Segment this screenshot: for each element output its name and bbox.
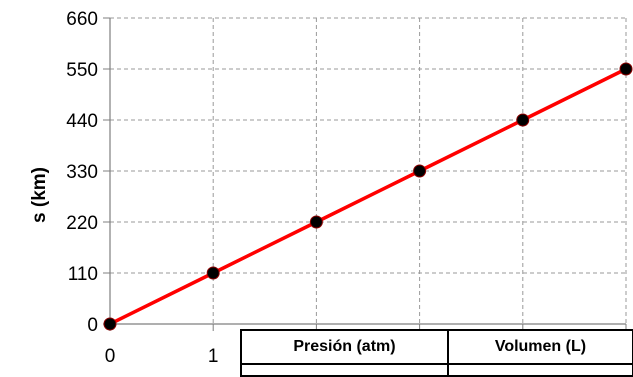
data-point: [413, 164, 427, 178]
header-presion: Presión (atm): [240, 329, 449, 365]
data-point: [309, 215, 323, 229]
y-tick-label: 330: [66, 162, 98, 183]
y-axis-title: s (km): [29, 167, 50, 223]
table-cell: [446, 363, 633, 377]
data-point: [619, 62, 633, 76]
x-tick-label: 0: [105, 346, 116, 367]
y-tick-labels: 0 110 220 330 440 550 660: [66, 9, 98, 336]
data-point: [516, 113, 530, 127]
y-tick-label: 0: [87, 315, 98, 336]
table-header-row: Presión (atm) Volumen (L): [240, 329, 633, 365]
grid-lines: [110, 17, 627, 324]
data-point: [103, 317, 117, 331]
header-volumen: Volumen (L): [446, 329, 633, 365]
y-tick-label: 110: [68, 264, 98, 285]
series-line: [109, 67, 627, 326]
x-tick-label: 1: [208, 346, 219, 367]
table-cell: [240, 363, 449, 377]
y-tick-label: 440: [66, 111, 98, 132]
y-tick-label: 220: [66, 213, 98, 234]
data-series: [103, 62, 633, 331]
data-point: [206, 266, 220, 280]
data-table: Presión (atm) Volumen (L): [240, 329, 633, 377]
y-tick-label: 550: [66, 60, 98, 81]
y-tick-label: 660: [66, 9, 98, 30]
table-row: [240, 363, 633, 377]
axes: [103, 17, 627, 331]
